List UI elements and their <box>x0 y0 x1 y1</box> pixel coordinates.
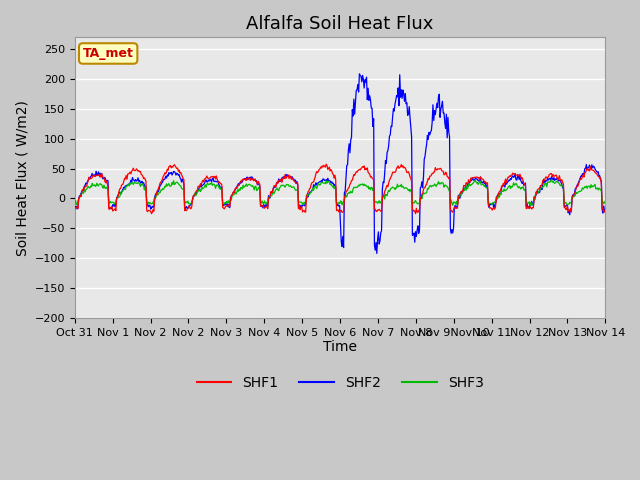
Text: TA_met: TA_met <box>83 47 134 60</box>
X-axis label: Time: Time <box>323 340 357 354</box>
Title: Alfalfa Soil Heat Flux: Alfalfa Soil Heat Flux <box>246 15 434 33</box>
Y-axis label: Soil Heat Flux ( W/m2): Soil Heat Flux ( W/m2) <box>15 100 29 255</box>
Legend: SHF1, SHF2, SHF3: SHF1, SHF2, SHF3 <box>191 370 489 395</box>
